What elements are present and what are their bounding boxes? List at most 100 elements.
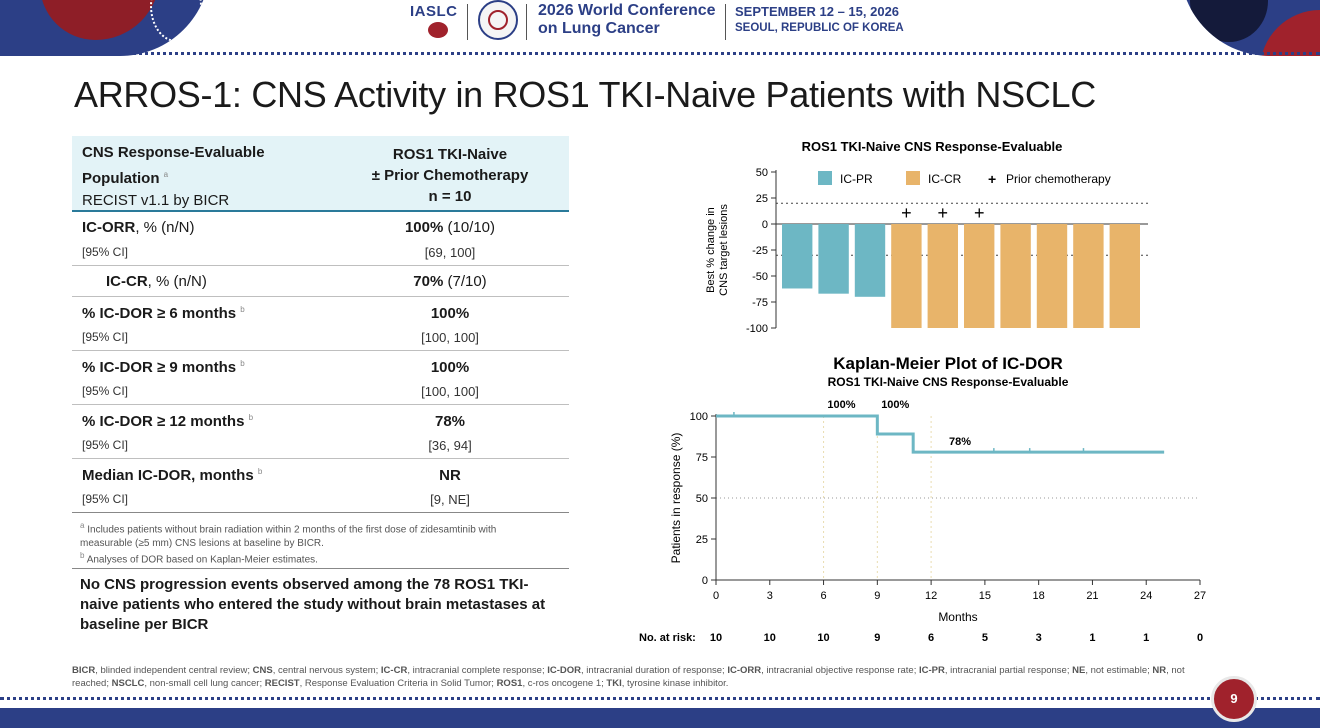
- page-number-badge: 9: [1211, 676, 1257, 722]
- abbrev-definition: , non-small cell lung cancer;: [144, 678, 265, 689]
- table-header-cohort: ROS1 TKI-Naive ± Prior Chemotherapy n = …: [371, 146, 529, 205]
- iaslc-logo-text: IASLC: [410, 3, 458, 20]
- x-tick-label: 6: [820, 590, 826, 602]
- x-tick-label: 21: [1086, 590, 1098, 602]
- y-tick-label: -75: [752, 297, 768, 309]
- slide-title: ARROS-1: CNS Activity in ROS1 TKI-Naive …: [74, 74, 1096, 115]
- abbrev-definition: , intracranial complete response;: [407, 665, 548, 676]
- km-annotation: 100%: [827, 399, 855, 411]
- legend-label-ic-pr: IC-PR: [840, 172, 873, 186]
- km-plot: Kaplan-Meier Plot of IC-DOR ROS1 TKI-Naiv…: [639, 354, 1206, 644]
- abbrev-definition: , tyrosine kinase inhibitor.: [621, 678, 729, 689]
- y-tick-label: 25: [696, 534, 708, 546]
- x-tick-label: 18: [1033, 590, 1045, 602]
- header-band: [0, 0, 1320, 56]
- waterfall-bar: [782, 224, 813, 289]
- abbrev-definition: , c-ros oncogene 1;: [522, 678, 607, 689]
- abbrev-term: IC-CR: [380, 665, 408, 676]
- abbrev-definition: , Response Evaluation Criteria in Solid …: [299, 678, 497, 689]
- results-table: CNS Response-Evaluable Population a RECI…: [72, 136, 569, 513]
- legend-swatch-ic-pr: [818, 171, 832, 185]
- at-risk-count: 5: [982, 632, 988, 644]
- y-tick-label: -100: [746, 323, 768, 335]
- abbrev-term: RECIST: [264, 678, 300, 689]
- abbrev-term: TKI: [606, 678, 622, 689]
- abbrev-definition: , not estimable;: [1085, 665, 1153, 676]
- x-tick-label: 0: [713, 590, 719, 602]
- header-divider: [526, 4, 527, 40]
- prior-chemo-marker: +: [938, 203, 949, 223]
- at-risk-count: 1: [1089, 632, 1095, 644]
- y-axis-label: Patients in response (%): [669, 433, 683, 564]
- table-row: % IC-DOR ≥ 12 months b [95% CI] 78% [36,…: [72, 405, 569, 459]
- at-risk-label: No. at risk:: [639, 632, 696, 644]
- table-header: CNS Response-Evaluable Population a RECI…: [72, 136, 569, 212]
- y-axis-label: Best % change inCNS target lesions: [705, 204, 730, 296]
- waterfall-bar: [927, 224, 958, 328]
- conference-date: SEPTEMBER 12 – 15, 2026 SEOUL, REPUBLIC …: [735, 4, 904, 34]
- abbrev-definition: , not reached;: [72, 665, 1185, 689]
- km-annotation: 78%: [949, 436, 971, 448]
- abbrev-definition: , intracranial duration of response;: [581, 665, 728, 676]
- header-divider: [467, 4, 468, 40]
- y-tick-label: -50: [752, 271, 768, 283]
- abbreviations-footnote: BICR, blinded independent central review…: [72, 664, 1192, 690]
- table-row: IC-ORR, % (n/N) [95% CI] 100% (10/10) [6…: [72, 212, 569, 266]
- waterfall-bar: [854, 224, 886, 297]
- abbrev-definition: , central nervous system;: [272, 665, 381, 676]
- km-step-line: [716, 414, 1165, 454]
- x-tick-label: 12: [925, 590, 937, 602]
- legend-label-ic-cr: IC-CR: [928, 172, 962, 186]
- table-row: % IC-DOR ≥ 6 months b [95% CI] 100% [100…: [72, 297, 569, 351]
- waterfall-bar: [818, 224, 849, 294]
- km-subtitle: ROS1 TKI-Naive CNS Response-Evaluable: [828, 375, 1069, 389]
- y-tick-label: 0: [762, 219, 768, 231]
- at-risk-count: 10: [710, 632, 722, 644]
- abbrev-definition: , blinded independent central review;: [95, 665, 253, 676]
- abbrev-term: IC-ORR: [727, 665, 762, 676]
- at-risk-count: 6: [928, 632, 934, 644]
- abbrev-definition: , intracranial objective response rate;: [761, 665, 919, 676]
- abbrev-term: NE: [1072, 665, 1086, 676]
- abbrev-term: BICR: [72, 665, 96, 676]
- header-dotted-line: [0, 52, 1320, 55]
- abbrev-term: CNS: [252, 665, 273, 676]
- waterfall-bar: [1000, 224, 1031, 328]
- at-risk-count: 0: [1197, 632, 1203, 644]
- legend-swatch-ic-cr: [906, 171, 920, 185]
- abbrev-term: ROS1: [496, 678, 523, 689]
- prior-chemo-marker: +: [901, 203, 912, 223]
- waterfall-bar: [1073, 224, 1104, 328]
- footnote-b: b Analyses of DOR based on Kaplan-Meier …: [80, 551, 318, 566]
- y-tick-label: 50: [756, 167, 768, 179]
- y-tick-label: -25: [752, 245, 768, 257]
- footnote-a: a Includes patients without brain radiat…: [80, 521, 497, 550]
- legend-marker-prior-chemo: +: [988, 171, 996, 187]
- at-risk-count: 3: [1036, 632, 1042, 644]
- waterfall-bar: [1036, 224, 1068, 328]
- legend-label-prior-chemo: Prior chemotherapy: [1006, 172, 1111, 186]
- at-risk-count: 10: [764, 632, 776, 644]
- waterfall-bar: [891, 224, 922, 328]
- at-risk-count: 10: [817, 632, 829, 644]
- x-tick-label: 15: [979, 590, 991, 602]
- abbrev-term: IC-PR: [918, 665, 945, 676]
- x-tick-label: 9: [874, 590, 880, 602]
- waterfall-bar: [1109, 224, 1140, 328]
- footer-dotted-line: [0, 697, 1320, 700]
- km-annotation: 100%: [881, 399, 909, 411]
- y-tick-label: 100: [690, 411, 708, 423]
- at-risk-count: 9: [874, 632, 880, 644]
- table-row: Median IC-DOR, months b [95% CI] NR [9, …: [72, 459, 569, 513]
- conclusion-text: No CNS progression events observed among…: [80, 576, 546, 633]
- x-axis-label: Months: [938, 610, 977, 624]
- table-row: IC-CR, % (n/N) 70% (7/10): [72, 266, 569, 297]
- waterfall-chart: ROS1 TKI-Naive CNS Response-Evaluable 50 2…: [705, 139, 1148, 335]
- y-tick-label: 25: [756, 193, 768, 205]
- waterfall-bar: [964, 224, 995, 328]
- abbrev-definition: , intracranial partial response;: [944, 665, 1073, 676]
- waterfall-title: ROS1 TKI-Naive CNS Response-Evaluable: [802, 139, 1063, 154]
- conference-title: 2026 World Conference on Lung Cancer: [538, 2, 716, 37]
- iaslc-lung-icon: [428, 22, 448, 38]
- abbrev-term: IC-DOR: [547, 665, 582, 676]
